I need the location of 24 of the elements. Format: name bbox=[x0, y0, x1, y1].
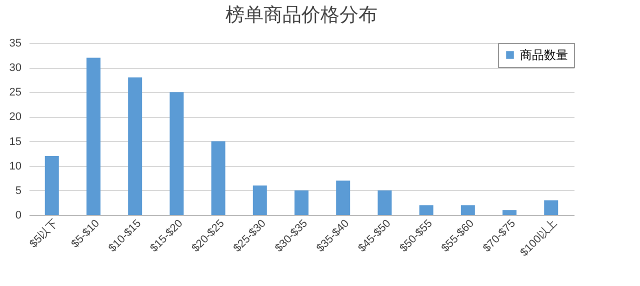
y-tick-label: 15 bbox=[9, 136, 22, 148]
bar bbox=[502, 210, 517, 215]
y-tick-label: 25 bbox=[9, 86, 22, 99]
bar bbox=[460, 205, 475, 215]
legend-label: 商品数量 bbox=[520, 48, 568, 62]
bar bbox=[336, 180, 350, 215]
x-tick-label: $5以下 bbox=[26, 216, 60, 250]
bar bbox=[86, 58, 100, 215]
y-tick-label: 30 bbox=[9, 62, 22, 74]
chart-title: 榜单商品价格分布 bbox=[226, 4, 378, 26]
bar bbox=[294, 190, 308, 215]
bar bbox=[419, 205, 434, 215]
bar bbox=[252, 186, 267, 215]
y-tick-label: 35 bbox=[9, 38, 22, 50]
y-tick-label: 0 bbox=[15, 210, 22, 222]
bar bbox=[544, 200, 558, 215]
y-tick-label: 5 bbox=[15, 184, 22, 197]
bar bbox=[170, 92, 184, 215]
bar bbox=[128, 77, 142, 215]
y-tick-label: 20 bbox=[9, 111, 22, 124]
bar bbox=[44, 156, 59, 215]
bar bbox=[378, 190, 392, 215]
bar bbox=[211, 141, 226, 215]
y-tick-label: 10 bbox=[9, 160, 22, 172]
